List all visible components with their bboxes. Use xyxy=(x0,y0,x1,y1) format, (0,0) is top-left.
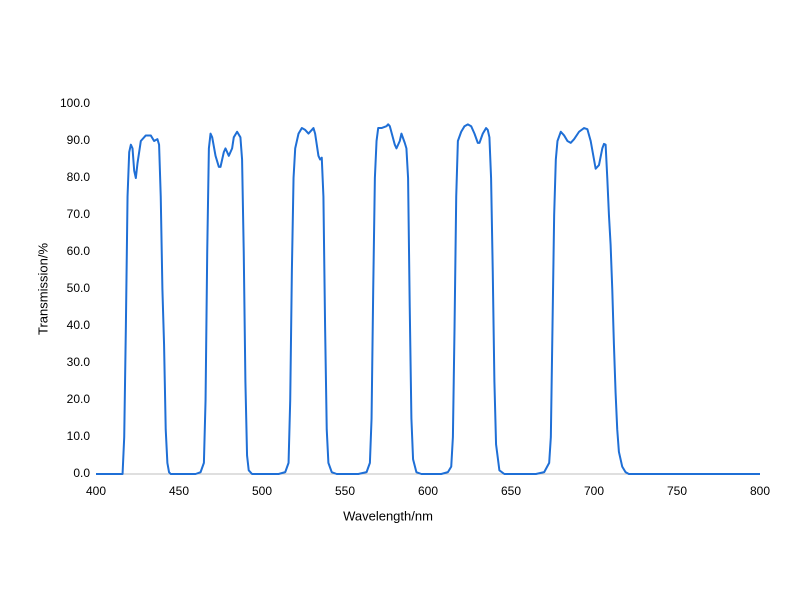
data-line xyxy=(96,123,760,475)
y-tick-label: 80.0 xyxy=(67,170,91,184)
y-tick-label: 100.0 xyxy=(60,96,90,110)
y-tick-label: 30.0 xyxy=(67,355,91,369)
y-tick-label: 0.0 xyxy=(73,466,90,480)
y-tick-label: 90.0 xyxy=(67,133,91,147)
y-tick-label: 20.0 xyxy=(67,392,91,406)
y-tick-label: 50.0 xyxy=(67,281,91,295)
x-tick-label: 650 xyxy=(501,484,521,498)
x-tick-label: 600 xyxy=(418,484,438,498)
y-axis-label: Transmission/% xyxy=(35,243,50,335)
x-tick-label: 500 xyxy=(252,484,272,498)
y-tick-label: 70.0 xyxy=(67,207,91,221)
x-tick-label: 450 xyxy=(169,484,189,498)
x-tick-label: 550 xyxy=(335,484,355,498)
x-tick-label: 750 xyxy=(667,484,687,498)
y-tick-label: 60.0 xyxy=(67,244,91,258)
x-tick-label: 700 xyxy=(584,484,604,498)
y-tick-label: 10.0 xyxy=(67,429,91,443)
x-tick-label: 400 xyxy=(86,484,106,498)
x-tick-label: 800 xyxy=(750,484,770,498)
y-tick-label: 40.0 xyxy=(67,318,91,332)
x-axis-label: Wavelength/nm xyxy=(343,508,433,523)
